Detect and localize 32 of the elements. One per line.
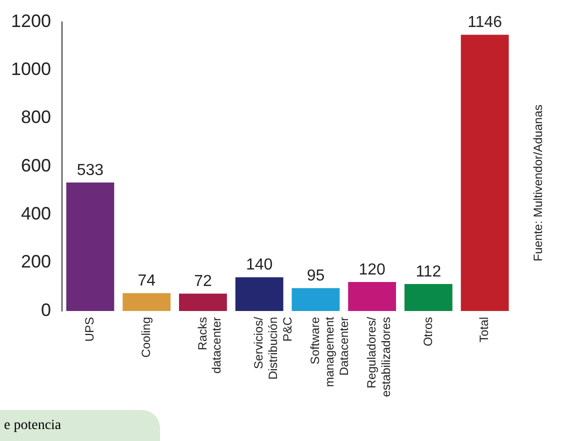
data-label: 140 [246, 256, 273, 274]
text: e potencia [0, 410, 160, 441]
data-label: 1146 [468, 14, 502, 32]
bar [348, 282, 396, 311]
data-label: 112 [416, 263, 442, 280]
bar [404, 284, 452, 311]
y-tick-label: 800 [20, 107, 52, 128]
y-tick-label: 600 [20, 155, 52, 176]
data-label: 533 [76, 162, 104, 179]
y-tick-label: 200 [20, 252, 52, 272]
bar [179, 294, 227, 311]
y-tick-label: 0 [41, 300, 52, 320]
data-label: 74 [138, 272, 156, 290]
bar [122, 293, 171, 311]
x-tick-label: Software management Datacenter [308, 316, 351, 387]
bar [460, 34, 509, 311]
bar [292, 288, 340, 311]
bar [66, 182, 114, 311]
x-tick-label: UPS [82, 316, 97, 342]
source-note: Fuente: Multivendor/Aduanas [531, 104, 545, 262]
y-tick-label: 1000 [10, 58, 52, 79]
y-tick-label: 400 [20, 204, 52, 224]
x-tick-label: Total [477, 316, 492, 342]
data-label: 120 [358, 261, 386, 278]
x-tick-label: Racks datacenter [195, 316, 224, 374]
x-tick-label: Servicios/ Distribución P&C [252, 316, 294, 380]
data-label: 72 [194, 273, 212, 290]
x-tick-label: Otros [420, 316, 435, 346]
y-tick-label: 1200 [10, 10, 52, 31]
data-label: 95 [306, 267, 325, 284]
x-tick-label: Cooling [138, 316, 153, 358]
bar [235, 277, 284, 311]
